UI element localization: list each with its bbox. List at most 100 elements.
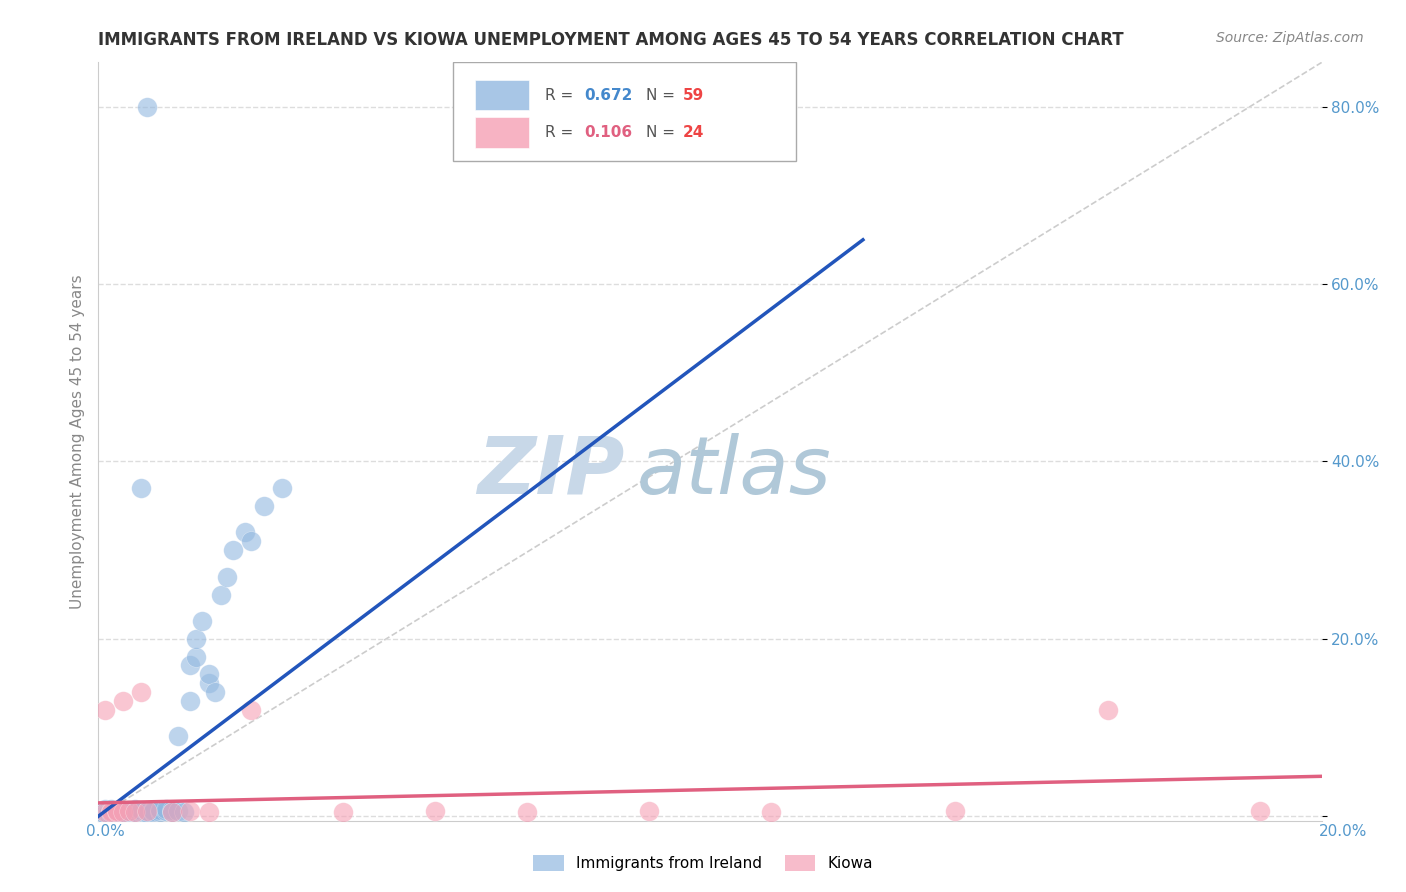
Point bbox=[197, 667, 219, 681]
Text: 0.106: 0.106 bbox=[583, 125, 633, 140]
Point bbox=[118, 805, 141, 819]
Point bbox=[191, 614, 214, 628]
Point bbox=[129, 685, 152, 699]
Text: Source: ZipAtlas.com: Source: ZipAtlas.com bbox=[1216, 31, 1364, 45]
Point bbox=[252, 499, 274, 513]
Point bbox=[129, 804, 152, 818]
Text: N =: N = bbox=[647, 125, 681, 140]
Point bbox=[105, 804, 128, 818]
Point bbox=[105, 804, 128, 818]
Point bbox=[215, 570, 238, 584]
Point bbox=[100, 806, 122, 821]
Point bbox=[149, 803, 172, 817]
Y-axis label: Unemployment Among Ages 45 to 54 years: Unemployment Among Ages 45 to 54 years bbox=[69, 274, 84, 609]
Point bbox=[167, 804, 190, 818]
Point bbox=[105, 805, 128, 819]
FancyBboxPatch shape bbox=[475, 80, 529, 111]
Text: atlas: atlas bbox=[637, 433, 831, 511]
Text: R =: R = bbox=[546, 87, 578, 103]
Point bbox=[100, 805, 122, 820]
Point bbox=[197, 676, 219, 690]
Point bbox=[222, 543, 245, 558]
Point bbox=[136, 804, 159, 818]
Point bbox=[240, 703, 263, 717]
Point bbox=[111, 804, 134, 818]
Point bbox=[136, 805, 159, 819]
Text: N =: N = bbox=[647, 87, 681, 103]
Point bbox=[111, 805, 134, 820]
Point bbox=[155, 804, 177, 818]
Point bbox=[105, 806, 128, 821]
Point bbox=[186, 649, 208, 664]
Point bbox=[124, 802, 146, 816]
Point bbox=[186, 632, 208, 646]
Text: 24: 24 bbox=[683, 125, 704, 140]
Point bbox=[179, 658, 201, 673]
Point bbox=[118, 804, 141, 818]
Point bbox=[204, 685, 226, 699]
Point bbox=[173, 805, 195, 819]
Point bbox=[93, 806, 115, 821]
Point bbox=[129, 803, 152, 817]
FancyBboxPatch shape bbox=[453, 62, 796, 161]
Point bbox=[1097, 703, 1119, 717]
Point bbox=[516, 805, 538, 819]
Point bbox=[105, 803, 128, 817]
Point bbox=[233, 525, 256, 540]
Point bbox=[118, 804, 141, 818]
Text: R =: R = bbox=[546, 125, 578, 140]
Point bbox=[90, 805, 112, 819]
Point bbox=[124, 804, 146, 818]
Point bbox=[97, 805, 120, 820]
Point bbox=[136, 804, 159, 818]
Point bbox=[100, 805, 122, 819]
Point bbox=[423, 804, 446, 818]
Text: ZIP: ZIP bbox=[477, 433, 624, 511]
Point bbox=[160, 805, 183, 819]
Point bbox=[332, 805, 354, 819]
Point bbox=[167, 730, 190, 744]
Text: IMMIGRANTS FROM IRELAND VS KIOWA UNEMPLOYMENT AMONG AGES 45 TO 54 YEARS CORRELAT: IMMIGRANTS FROM IRELAND VS KIOWA UNEMPLO… bbox=[98, 31, 1123, 49]
Text: 20.0%: 20.0% bbox=[1319, 824, 1367, 838]
Text: 0.672: 0.672 bbox=[583, 87, 633, 103]
Point bbox=[197, 805, 219, 819]
Point bbox=[100, 802, 122, 816]
Text: 59: 59 bbox=[683, 87, 704, 103]
FancyBboxPatch shape bbox=[475, 118, 529, 148]
Point bbox=[179, 804, 201, 818]
Point bbox=[142, 805, 165, 819]
Point bbox=[105, 805, 128, 819]
Point bbox=[111, 805, 134, 819]
Point bbox=[129, 805, 152, 819]
Point bbox=[149, 805, 172, 819]
Point bbox=[136, 100, 159, 114]
Point bbox=[93, 703, 115, 717]
Point bbox=[160, 803, 183, 817]
Point bbox=[118, 805, 141, 820]
Point bbox=[100, 805, 122, 819]
Point bbox=[129, 481, 152, 495]
Point bbox=[1249, 804, 1271, 818]
Point bbox=[759, 805, 782, 819]
Text: 0.0%: 0.0% bbox=[86, 824, 125, 838]
Point bbox=[93, 805, 115, 819]
Point bbox=[124, 805, 146, 819]
Point bbox=[124, 805, 146, 819]
Point bbox=[155, 802, 177, 816]
Point bbox=[270, 481, 292, 495]
Point bbox=[160, 805, 183, 819]
Point bbox=[142, 804, 165, 818]
Point bbox=[111, 805, 134, 819]
Point bbox=[240, 534, 263, 549]
Point bbox=[943, 804, 966, 818]
Point bbox=[111, 694, 134, 708]
Point bbox=[209, 587, 232, 601]
Point bbox=[100, 804, 122, 818]
Point bbox=[142, 803, 165, 817]
Point bbox=[637, 804, 661, 818]
Point bbox=[179, 694, 201, 708]
Point bbox=[118, 803, 141, 817]
Legend: Immigrants from Ireland, Kiowa: Immigrants from Ireland, Kiowa bbox=[527, 849, 879, 877]
Point bbox=[97, 804, 120, 818]
Point bbox=[93, 805, 115, 819]
